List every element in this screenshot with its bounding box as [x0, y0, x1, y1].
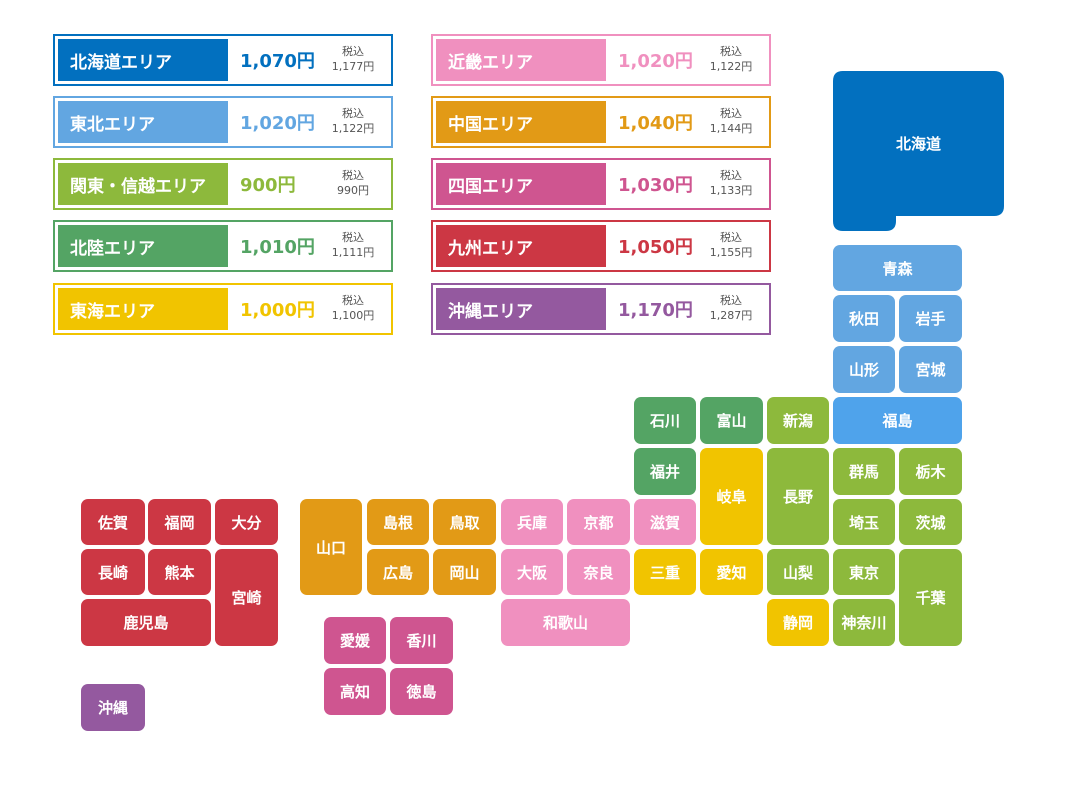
- legend-price: 1,170円: [618, 300, 693, 321]
- prefecture-toyama: 富山: [700, 397, 763, 444]
- legend-price: 1,070円: [240, 51, 315, 72]
- prefecture-aomori: 青森: [833, 245, 962, 291]
- legend-kanto: 関東・信越エリア 900円 税込 990円: [53, 158, 393, 210]
- prefecture-nagasaki: 長崎: [81, 549, 145, 595]
- legend-tax: 税込 1,122円: [331, 107, 375, 135]
- legend-tohoku: 東北エリア 1,020円 税込 1,122円: [53, 96, 393, 148]
- prefecture-fukushima: 福島: [833, 397, 962, 444]
- prefecture-iwate: 岩手: [899, 295, 962, 342]
- legend-area-name: 東海エリア: [58, 288, 228, 330]
- legend-shikoku: 四国エリア 1,030円 税込 1,133円: [431, 158, 771, 210]
- prefecture-tottori: 鳥取: [433, 499, 496, 545]
- prefecture-miyazaki: 宮崎: [215, 549, 278, 646]
- prefecture-oita: 大分: [215, 499, 278, 545]
- legend-price: 1,020円: [240, 113, 315, 134]
- prefecture-okinawa: 沖縄: [81, 684, 145, 731]
- prefecture-akita: 秋田: [833, 295, 895, 342]
- prefecture-niigata: 新潟: [767, 397, 829, 444]
- legend-tax: 税込 990円: [337, 169, 369, 197]
- prefecture-nagano: 長野: [767, 448, 829, 545]
- prefecture-shiga: 滋賀: [634, 499, 696, 545]
- legend-area-name: 沖縄エリア: [436, 288, 606, 330]
- legend-area-name: 東北エリア: [58, 101, 228, 143]
- legend-price: 1,030円: [618, 175, 693, 196]
- prefecture-kagawa: 香川: [390, 617, 453, 664]
- legend-area-name: 近畿エリア: [436, 39, 606, 81]
- prefecture-chiba: 千葉: [899, 549, 962, 646]
- prefecture-fukuoka: 福岡: [148, 499, 211, 545]
- prefecture-tochigi: 栃木: [899, 448, 962, 495]
- prefecture-ehime: 愛媛: [324, 617, 386, 664]
- legend-tax: 税込 1,122円: [709, 45, 753, 73]
- prefecture-kyoto: 京都: [567, 499, 630, 545]
- prefecture-shizuoka: 静岡: [767, 599, 829, 646]
- legend-kyushu: 九州エリア 1,050円 税込 1,155円: [431, 220, 771, 272]
- prefecture-saitama: 埼玉: [833, 499, 895, 545]
- legend-chugoku: 中国エリア 1,040円 税込 1,144円: [431, 96, 771, 148]
- prefecture-shimane: 島根: [367, 499, 429, 545]
- prefecture-tokyo: 東京: [833, 549, 895, 595]
- legend-area-name: 北海道エリア: [58, 39, 228, 81]
- prefecture-kagoshima: 鹿児島: [81, 599, 211, 646]
- legend-area-name: 四国エリア: [436, 163, 606, 205]
- prefecture-kumamoto: 熊本: [148, 549, 211, 595]
- legend-okinawa: 沖縄エリア 1,170円 税込 1,287円: [431, 283, 771, 335]
- legend-tax: 税込 1,155円: [709, 231, 753, 259]
- legend-tax: 税込 1,100円: [331, 294, 375, 322]
- prefecture-hokkaido-shape: [833, 71, 1004, 231]
- legend-tax: 税込 1,111円: [331, 231, 375, 259]
- prefecture-nara: 奈良: [567, 549, 630, 595]
- prefecture-fukui: 福井: [634, 448, 696, 495]
- legend-price: 1,040円: [618, 113, 693, 134]
- legend-tax: 税込 1,144円: [709, 107, 753, 135]
- prefecture-tokushima: 徳島: [390, 668, 453, 715]
- legend-tax: 税込 1,133円: [709, 169, 753, 197]
- prefecture-yamanashi: 山梨: [767, 549, 829, 595]
- legend-price: 900円: [240, 175, 296, 196]
- prefecture-yamagata: 山形: [833, 346, 895, 393]
- legend-price: 1,000円: [240, 300, 315, 321]
- legend-hokkaido: 北海道エリア 1,070円 税込 1,177円: [53, 34, 393, 86]
- prefecture-saga: 佐賀: [81, 499, 145, 545]
- prefecture-kochi: 高知: [324, 668, 386, 715]
- prefecture-kanagawa: 神奈川: [833, 599, 895, 646]
- legend-price: 1,050円: [618, 237, 693, 258]
- legend-area-name: 中国エリア: [436, 101, 606, 143]
- legend-price: 1,020円: [618, 51, 693, 72]
- legend-area-name: 九州エリア: [436, 225, 606, 267]
- prefecture-wakayama: 和歌山: [501, 599, 630, 646]
- prefecture-osaka: 大阪: [501, 549, 563, 595]
- legend-tokai: 東海エリア 1,000円 税込 1,100円: [53, 283, 393, 335]
- prefecture-yamaguchi: 山口: [300, 499, 362, 595]
- prefecture-aichi: 愛知: [700, 549, 763, 595]
- legend-price: 1,010円: [240, 237, 315, 258]
- prefecture-hiroshima: 広島: [367, 549, 429, 595]
- prefecture-hyogo: 兵庫: [501, 499, 563, 545]
- prefecture-ishikawa: 石川: [634, 397, 696, 444]
- prefecture-gifu: 岐阜: [700, 448, 763, 545]
- legend-hokuriku: 北陸エリア 1,010円 税込 1,111円: [53, 220, 393, 272]
- legend-tax: 税込 1,177円: [331, 45, 375, 73]
- prefecture-okayama: 岡山: [433, 549, 496, 595]
- legend-area-name: 関東・信越エリア: [58, 163, 228, 205]
- legend-kinki: 近畿エリア 1,020円 税込 1,122円: [431, 34, 771, 86]
- prefecture-mie: 三重: [634, 549, 696, 595]
- prefecture-ibaraki: 茨城: [899, 499, 962, 545]
- prefecture-gunma: 群馬: [833, 448, 895, 495]
- prefecture-hokkaido: 北海道: [895, 135, 941, 153]
- legend-area-name: 北陸エリア: [58, 225, 228, 267]
- legend-tax: 税込 1,287円: [709, 294, 753, 322]
- prefecture-miyagi: 宮城: [899, 346, 962, 393]
